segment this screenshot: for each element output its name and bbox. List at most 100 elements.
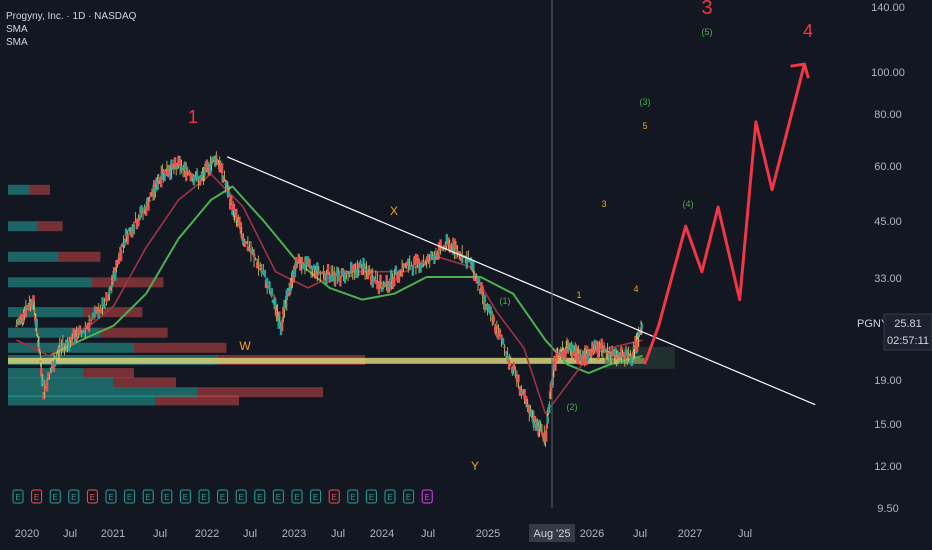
price-candle [639, 332, 642, 335]
time-axis[interactable]: 2020 Jul 2021 Jul 2022 Jul 2023 Jul 2024 Jul 2025 A… [15, 524, 752, 542]
price-axis-tick: 19.00 [874, 375, 902, 387]
price-candle [619, 355, 622, 358]
price-candle [323, 273, 327, 279]
price-candle [235, 208, 238, 218]
time-axis-label: Jul [63, 528, 77, 540]
price-candle [595, 340, 599, 349]
price-candle [524, 395, 528, 405]
price-candle [111, 280, 115, 282]
price-candle [339, 276, 342, 287]
price-candle [559, 352, 563, 357]
price-candle [565, 348, 568, 354]
price-candle [197, 176, 200, 180]
price-axis-tick: 45.00 [874, 216, 902, 228]
volume-profile [8, 184, 365, 406]
time-axis-label: 2026 [580, 528, 604, 540]
price-series [15, 151, 643, 448]
volume-bar-buy [8, 368, 84, 379]
cursor-date-label: Aug '25 [534, 528, 571, 540]
price-candle [320, 272, 324, 274]
price-candle [117, 258, 120, 264]
price-axis[interactable]: 140.00 100.00 80.00 60.00 45.00 33.00 19.00 15.… [871, 2, 905, 515]
price-candle [217, 163, 220, 166]
earnings-marker-glyph: E [369, 493, 374, 502]
price-candle [271, 299, 275, 303]
price-candle [481, 285, 484, 296]
price-candle [591, 341, 594, 352]
price-candle [620, 346, 623, 356]
wave-label-orange: X [390, 204, 398, 218]
price-candle [345, 270, 348, 274]
price-candle [60, 346, 63, 349]
price-candle [610, 354, 614, 357]
earnings-marker-glyph: E [15, 493, 20, 502]
earnings-marker-glyph: E [313, 493, 318, 502]
price-candle [163, 172, 166, 181]
price-candle [249, 251, 253, 253]
price-candle [486, 304, 489, 309]
price-candle [239, 221, 243, 232]
price-candle [623, 355, 627, 360]
price-candle [539, 430, 543, 432]
price-candle [586, 353, 590, 361]
price-candle [609, 353, 613, 355]
price-candle [37, 340, 40, 347]
earnings-marker-glyph: E [425, 493, 430, 502]
price-candle [360, 266, 364, 276]
price-candle [592, 350, 595, 353]
sma-indicator-1[interactable]: SMA [6, 24, 28, 35]
price-candle [515, 378, 519, 382]
price-candle [639, 327, 643, 331]
time-axis-label: 2024 [370, 528, 394, 540]
price-candle [56, 352, 59, 355]
earnings-marker-glyph: E [387, 493, 392, 502]
price-candle [546, 416, 549, 424]
price-candle [260, 270, 263, 273]
price-candle [504, 351, 508, 354]
price-candle [84, 327, 87, 330]
price-candle [105, 292, 108, 302]
price-candle [127, 228, 131, 232]
price-candle [403, 266, 407, 269]
price-candle [32, 295, 35, 305]
price-candle [241, 236, 244, 242]
price-candle [498, 329, 502, 337]
price-candle [555, 348, 559, 356]
price-candle [456, 250, 459, 254]
price-candle [52, 362, 56, 372]
price-candle [246, 246, 250, 252]
projection-path[interactable] [643, 62, 810, 365]
price-candle [366, 272, 370, 280]
price-candle [192, 175, 196, 186]
wave-label-red: 4 [803, 21, 813, 41]
price-candle [561, 350, 565, 357]
price-candle [453, 238, 456, 249]
price-tag-countdown: 02:57:11 [887, 335, 929, 347]
price-candle [191, 174, 194, 179]
price-candle [477, 276, 481, 286]
volume-bar-buy [8, 307, 84, 318]
price-candle [157, 180, 161, 185]
price-candle [99, 308, 102, 314]
symbol-title[interactable]: Progyny, Inc. · 1D · NASDAQ [6, 11, 137, 22]
price-candle [61, 344, 65, 347]
wave-label-green: (4) [683, 199, 694, 209]
price-tag: PGNY 25.81 02:57:11 [852, 313, 932, 351]
volume-bar-sell [113, 377, 176, 388]
price-candle [390, 269, 393, 281]
price-candle [259, 268, 262, 270]
price-candle [53, 359, 57, 367]
earnings-marker-glyph: E [127, 493, 132, 502]
earnings-marker-glyph: E [34, 493, 39, 502]
sma-indicator-2[interactable]: SMA [6, 37, 28, 48]
price-candle [568, 348, 571, 351]
price-candle [137, 217, 140, 227]
earnings-marker [310, 489, 322, 504]
price-candle [417, 260, 421, 264]
price-candle [410, 265, 413, 267]
price-candle [101, 297, 104, 307]
trendline[interactable] [226, 156, 816, 406]
price-candle [183, 162, 186, 170]
